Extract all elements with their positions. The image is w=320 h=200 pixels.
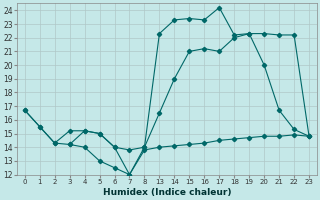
X-axis label: Humidex (Indice chaleur): Humidex (Indice chaleur) bbox=[103, 188, 231, 197]
